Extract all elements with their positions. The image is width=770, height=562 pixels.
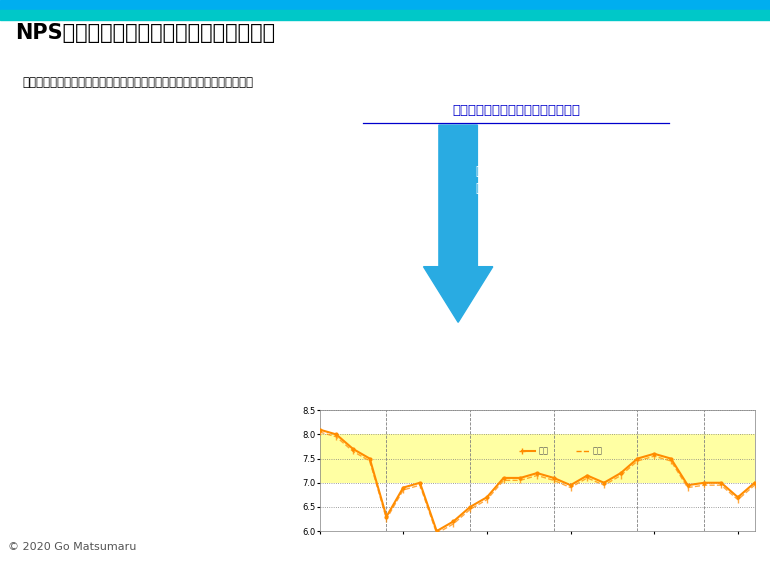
Bar	[0, 10, 770, 20]
Text: 商品の
魅力: 商品の 魅力	[399, 165, 421, 196]
Text: 利便性: 利便性	[153, 353, 174, 366]
Text: 信頼・信用: 信頼・信用	[17, 122, 52, 135]
Text: © 2020 Go Matsumaru: © 2020 Go Matsumaru	[8, 542, 136, 551]
Text: 使いやすさ: 使いやすさ	[17, 353, 52, 366]
Text: ロイヤリティ: ロイヤリティ	[17, 238, 59, 251]
Text: 前回: 前回	[592, 447, 602, 456]
Text: 情報閲覧や購入手続き等の理解: 情報閲覧や購入手続き等の理解	[153, 296, 251, 309]
Text: 提供する商品の品ぞろえや値段等: 提供する商品の品ぞろえや値段等	[153, 180, 258, 193]
Text: NPS調査による顧客体験の改善要素の抽出: NPS調査による顧客体験の改善要素の抽出	[15, 24, 276, 43]
Text: 信頼・
信用: 信頼・ 信用	[322, 165, 345, 196]
Text: アフ
ター
フォ
ロー: アフ ター フォ ロー	[708, 148, 723, 212]
Text: 顧客体験価値形成のバリュージャーニーを踏まえ、６区分２７要素で設計: 顧客体験価値形成のバリュージャーニーを踏まえ、６区分２７要素で設計	[23, 76, 254, 89]
Text: アフターフォロー: アフターフォロー	[17, 411, 73, 424]
Text: わかりやすさ: わかりやすさ	[17, 296, 59, 309]
Bar	[0, 0, 770, 10]
Text: 購入後や不明点等の顧客支援体制等: 購入後や不明点等の顧客支援体制等	[153, 411, 265, 424]
Text: 会社に対する信頼性等: 会社に対する信頼性等	[153, 122, 223, 135]
Text: 商品の魅力: 商品の魅力	[17, 180, 52, 193]
Text: わかり
やすさ: わかり やすさ	[551, 165, 574, 196]
Text: ロイヤ
リティ: ロイヤ リティ	[475, 165, 497, 196]
Text: 今回: 今回	[539, 447, 549, 456]
FancyArrow shape	[424, 125, 493, 323]
Text: 利用することによる特典等: 利用することによる特典等	[153, 238, 237, 251]
Bar	[320, 434, 755, 483]
Text: ロイヤルティ形成要因の分析・特定: ロイヤルティ形成要因の分析・特定	[452, 105, 580, 117]
Text: 使いや
すさ: 使いや すさ	[628, 165, 650, 196]
